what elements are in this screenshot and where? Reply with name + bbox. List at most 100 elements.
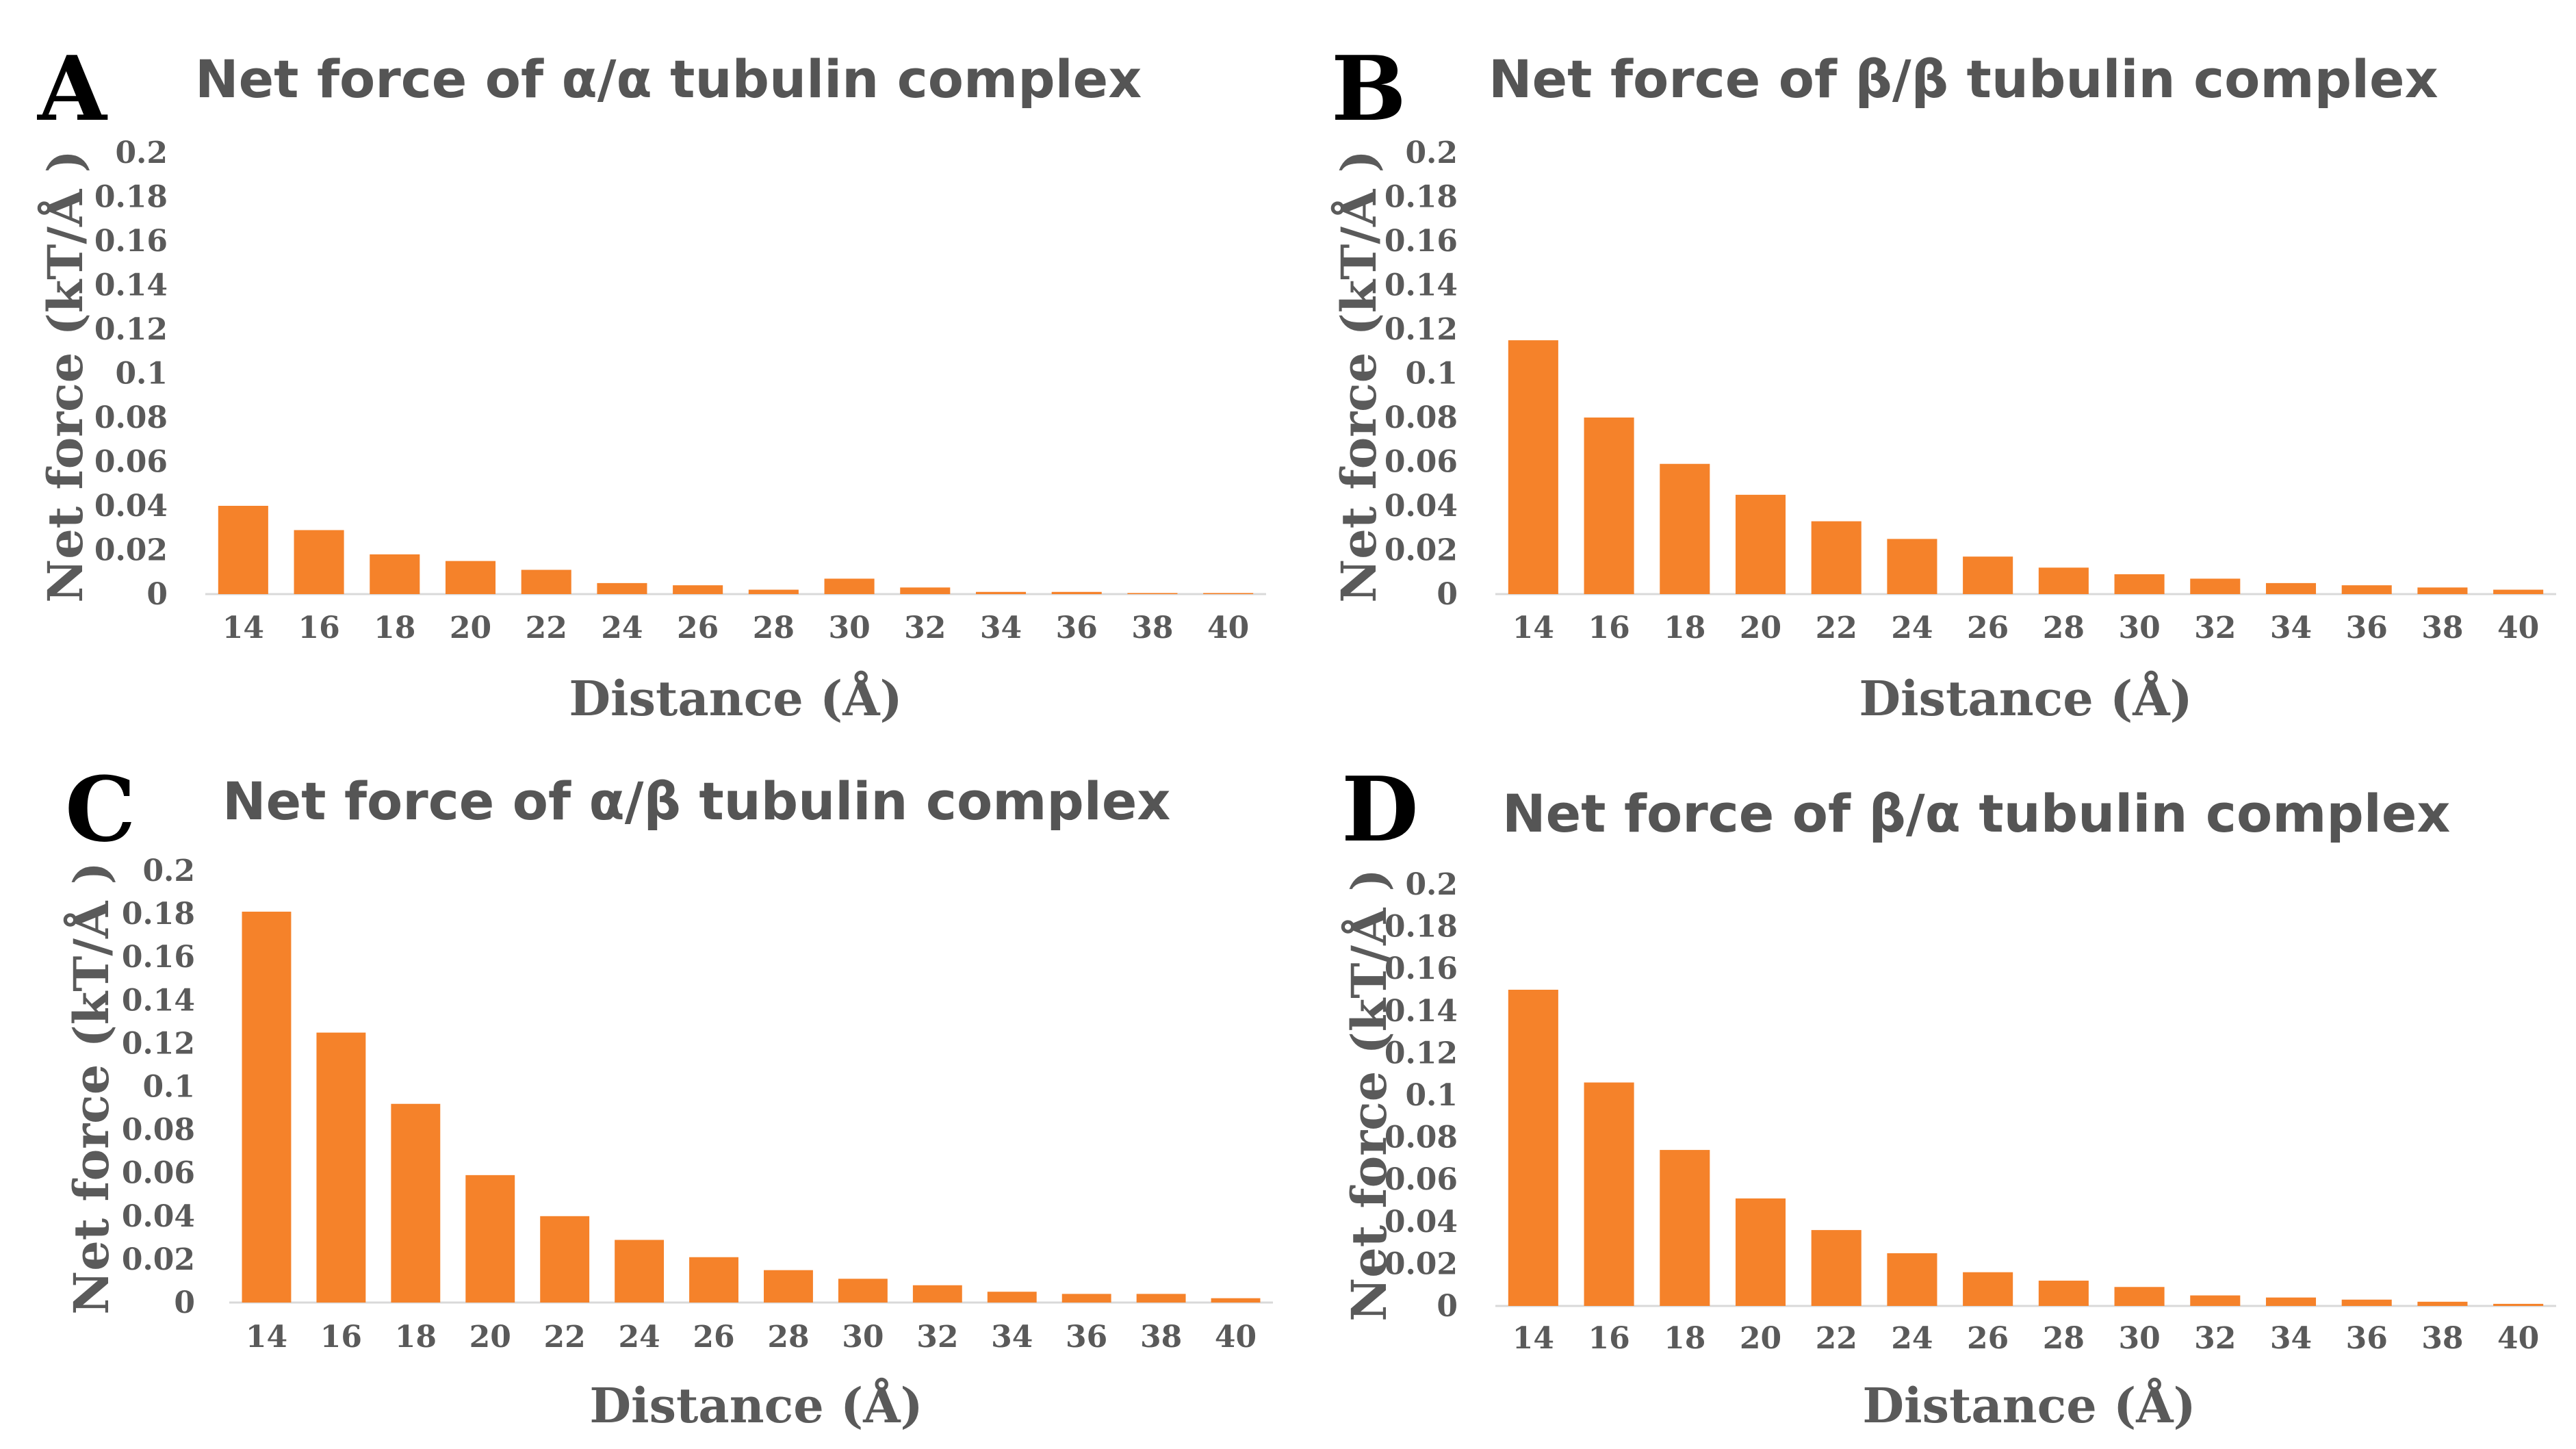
y-tick-label: 0.02	[94, 533, 168, 568]
x-ticks-b: 14 16 18 20 22 24 26 28 30 32 34 36 38 40	[1512, 611, 2540, 645]
bar	[912, 1285, 962, 1303]
y-axis-label-a: Net force (kT/Å )	[37, 150, 94, 603]
x-tick-label: 14	[222, 611, 264, 645]
x-tick-label: 18	[395, 1320, 437, 1355]
bars-c	[242, 911, 1261, 1303]
bar	[1136, 1294, 1186, 1303]
x-tick-label: 30	[842, 1320, 884, 1355]
y-axis-label-c: Net force (kT/Å )	[63, 862, 120, 1315]
y-tick-label: 0	[1437, 577, 1458, 612]
y-tick-label: 0.14	[122, 983, 195, 1018]
y-tick-label: 0	[146, 577, 168, 612]
bar	[689, 1257, 738, 1303]
x-tick-label: 36	[1056, 611, 1098, 645]
x-tick-label: 22	[544, 1320, 586, 1355]
bar	[1051, 591, 1102, 594]
y-tick-label: 0.06	[94, 445, 168, 480]
x-tick-label: 34	[991, 1320, 1033, 1355]
x-tick-label: 14	[1512, 1321, 1554, 1356]
x-tick-label: 28	[2043, 611, 2085, 645]
y-tick-label: 0.08	[1384, 400, 1458, 435]
bar	[597, 582, 647, 594]
y-tick-label: 0.06	[122, 1156, 195, 1191]
bars-b	[1508, 340, 2544, 594]
bar	[900, 587, 951, 594]
bar	[1203, 593, 1254, 594]
bar	[1963, 1272, 2013, 1306]
bar	[1735, 1198, 1786, 1306]
x-tick-label: 24	[1891, 1321, 1933, 1356]
y-tick-label: 0.1	[1405, 357, 1458, 392]
y-tick-label: 0.08	[122, 1113, 195, 1148]
x-tick-label: 38	[1140, 1320, 1182, 1355]
bar	[2114, 1287, 2165, 1306]
x-tick-label: 20	[469, 1320, 511, 1355]
bar	[445, 561, 496, 594]
y-tick-label: 0.16	[1384, 224, 1458, 259]
chart-title-d: Net force of β/α tubulin complex	[1502, 783, 2450, 844]
bar	[2493, 589, 2544, 594]
bar	[316, 1032, 366, 1303]
y-tick-label: 0	[1437, 1289, 1458, 1324]
bar	[975, 591, 1027, 594]
x-tick-label: 34	[2270, 1321, 2312, 1356]
y-tick-label: 0.02	[122, 1242, 195, 1277]
x-tick-label: 40	[2497, 611, 2539, 645]
bar	[2265, 1297, 2317, 1306]
y-tick-label: 0.12	[122, 1026, 195, 1061]
y-tick-label: 0.18	[1384, 180, 1458, 215]
x-ticks-c: 14 16 18 20 22 24 26 28 30 32 34 36 38 40	[246, 1320, 1257, 1355]
x-tick-label: 38	[2421, 1321, 2463, 1356]
x-tick-label: 30	[828, 611, 870, 645]
x-tick-label: 20	[1740, 611, 1781, 645]
bar	[1508, 990, 1558, 1306]
x-axis-label-a: Distance (Å)	[569, 670, 902, 727]
panel-c: C Net force of α/β tubulin complex Net f…	[63, 757, 1273, 1434]
chart-title-b: Net force of β/β tubulin complex	[1489, 49, 2438, 110]
x-tick-label: 16	[1588, 611, 1630, 645]
x-tick-label: 34	[980, 611, 1022, 645]
y-tick-label: 0.1	[115, 357, 168, 392]
x-tick-label: 20	[450, 611, 491, 645]
x-tick-label: 32	[904, 611, 946, 645]
bar	[2493, 1303, 2544, 1306]
x-tick-label: 22	[1816, 1321, 1857, 1356]
panel-a: A Net force of α/α tubulin complex Net f…	[36, 36, 1266, 727]
bar	[1061, 1294, 1111, 1303]
x-tick-label: 18	[1664, 611, 1705, 645]
y-tick-label: 0.04	[1384, 489, 1458, 524]
panel-letter-c: C	[65, 757, 136, 862]
bar	[2417, 587, 2468, 594]
chart-title-a: Net force of α/α tubulin complex	[195, 49, 1142, 110]
y-tick-label: 0.12	[94, 312, 168, 347]
bar	[987, 1292, 1037, 1303]
bar	[838, 1279, 888, 1303]
bar	[218, 506, 268, 594]
y-tick-label: 0	[174, 1285, 195, 1320]
panel-b: B Net force of β/β tubulin complex Net f…	[1330, 36, 2556, 727]
y-tick-label: 0.06	[1384, 445, 1458, 480]
bar	[1887, 539, 1937, 594]
x-tick-label: 28	[753, 611, 795, 645]
y-tick-label: 0.08	[1384, 1120, 1458, 1155]
y-ticks-a: 0 0.02 0.04 0.06 0.08 0.1 0.12 0.14 0.16 0.18 0.2	[94, 136, 168, 612]
bar	[2190, 578, 2241, 594]
x-tick-label: 36	[1066, 1320, 1107, 1355]
x-tick-label: 38	[2421, 611, 2463, 645]
bar	[2038, 1281, 2089, 1306]
x-tick-label: 24	[1891, 611, 1933, 645]
x-tick-label: 30	[2118, 611, 2160, 645]
x-tick-label: 18	[1664, 1321, 1705, 1356]
y-tick-label: 0.14	[1384, 268, 1458, 303]
x-tick-label: 32	[2194, 611, 2236, 645]
x-tick-label: 16	[320, 1320, 362, 1355]
bar	[521, 569, 571, 594]
bar	[1127, 593, 1178, 594]
bar	[1811, 1230, 1862, 1306]
y-ticks-d: 0 0.02 0.04 0.06 0.08 0.1 0.12 0.14 0.16 0.18 0.2	[1384, 867, 1458, 1324]
bar	[2417, 1301, 2468, 1306]
bar	[2265, 582, 2317, 594]
y-tick-label: 0.2	[1405, 136, 1458, 170]
x-tick-label: 40	[1215, 1320, 1257, 1355]
bar	[748, 589, 799, 594]
